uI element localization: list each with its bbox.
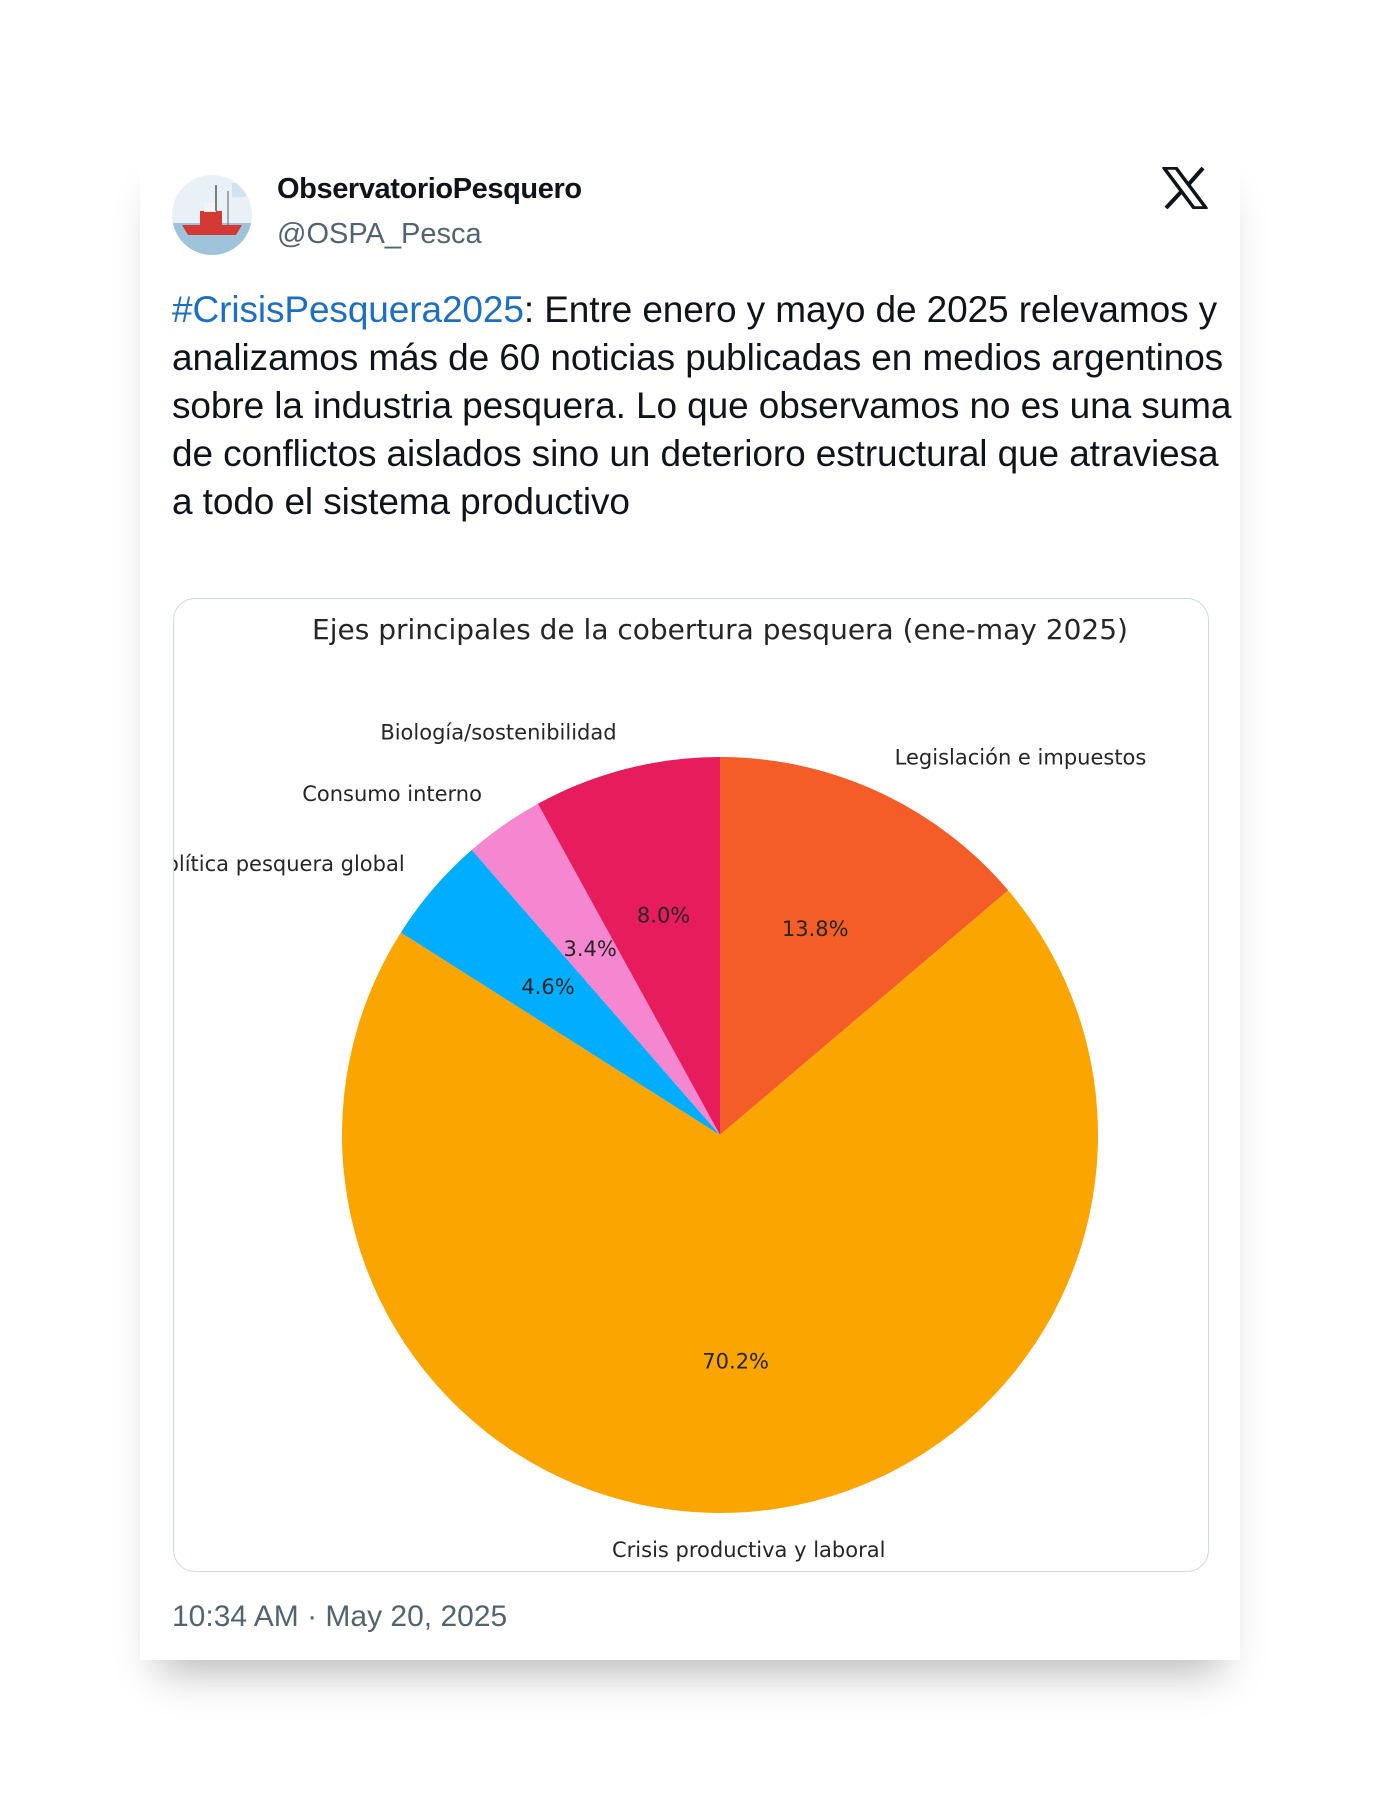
slice-percent-label: 4.6% xyxy=(521,975,574,999)
fishing-boat-avatar xyxy=(172,175,252,255)
tweet-body: : Entre enero y mayo de 2025 relevamos y… xyxy=(172,289,1232,522)
pie-slice-2 xyxy=(400,849,720,1135)
slice-category-label: Legislación e impuestos xyxy=(895,746,1147,770)
slice-percent-label: 8.0% xyxy=(637,903,690,927)
pie-chart: Ejes principales de la cobertura pesquer… xyxy=(174,613,1147,1562)
pie-slice-3 xyxy=(471,803,720,1135)
pie-slice-0 xyxy=(720,757,1009,1135)
hashtag-link[interactable]: #CrisisPesquera2025 xyxy=(172,289,524,330)
tweet-text: #CrisisPesquera2025: Entre enero y mayo … xyxy=(172,286,1232,526)
display-name[interactable]: ObservatorioPesquero xyxy=(277,173,582,205)
pie-slice-4 xyxy=(537,757,720,1135)
timestamp[interactable]: 10:34 AM · May 20, 2025 xyxy=(172,1600,508,1633)
slice-category-label: Crisis productiva y laboral xyxy=(612,1538,885,1562)
chart-title: Ejes principales de la cobertura pesquer… xyxy=(312,613,1128,646)
slice-percent-label: 3.4% xyxy=(563,937,616,961)
pie-slice-1 xyxy=(342,890,1098,1513)
slice-category-label: Política pesquera global xyxy=(174,852,405,876)
slice-category-label: Biología/sostenibilidad xyxy=(380,720,616,744)
tweet-image[interactable]: Ejes principales de la cobertura pesquer… xyxy=(173,598,1209,1572)
user-handle[interactable]: @OSPA_Pesca xyxy=(277,218,482,250)
x-logo-icon[interactable] xyxy=(1162,167,1208,209)
slice-percent-label: 13.8% xyxy=(782,917,849,941)
avatar[interactable] xyxy=(172,175,252,255)
slice-category-label: Consumo interno xyxy=(302,782,482,806)
slice-percent-label: 70.2% xyxy=(702,1349,769,1373)
